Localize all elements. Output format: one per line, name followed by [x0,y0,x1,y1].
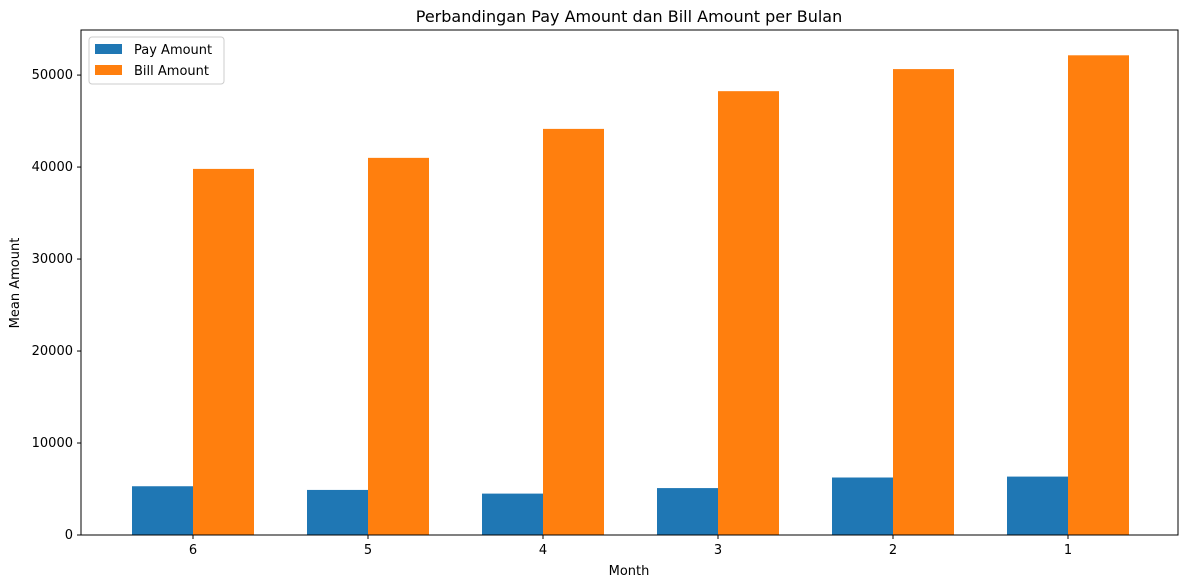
bill-amount-bar-month-3 [718,91,779,535]
pay-amount-bar-month-1 [1007,476,1068,535]
chart-title: Perbandingan Pay Amount dan Bill Amount … [416,7,843,26]
pay-amount-bar-month-4 [482,493,543,535]
x-tick-label: 3 [714,543,722,558]
bill-amount-bar-month-2 [893,69,954,535]
y-tick-label: 40000 [32,160,73,175]
x-tick-label: 4 [539,543,547,558]
pay-amount-bar-month-5 [307,489,368,535]
pay-amount-bar-month-2 [832,477,893,535]
x-tick-label: 2 [889,543,897,558]
y-axis: 0 10000 20000 30000 40000 50000 [32,68,81,543]
x-tick-label: 1 [1064,543,1072,558]
bill-amount-bar-month-6 [193,168,254,535]
x-axis: 6 5 4 3 2 1 [189,535,1072,558]
pay-amount-bar-month-6 [132,486,193,535]
legend: Pay Amount Bill Amount [88,36,225,85]
pay-amount-bar-month-3 [657,488,718,535]
y-tick-label: 30000 [32,252,73,267]
legend-box [88,36,225,85]
x-tick-label: 6 [189,543,197,558]
x-axis-label: Month [609,564,650,579]
y-tick-label: 10000 [32,436,73,451]
legend-swatch [95,65,122,75]
plot-frame [80,29,1179,536]
legend-swatch [95,44,122,54]
bars-group [132,55,1129,536]
y-tick-label: 20000 [32,344,73,359]
bill-amount-bar-month-5 [368,157,429,535]
y-tick-label: 50000 [32,68,73,83]
x-tick-label: 5 [364,543,372,558]
y-axis-label: Mean Amount [8,238,23,329]
legend-label: Bill Amount [134,64,209,79]
bill-amount-bar-month-4 [543,128,604,535]
legend-label: Pay Amount [134,43,212,58]
bill-amount-bar-month-1 [1068,55,1129,536]
y-tick-label: 0 [65,528,73,543]
